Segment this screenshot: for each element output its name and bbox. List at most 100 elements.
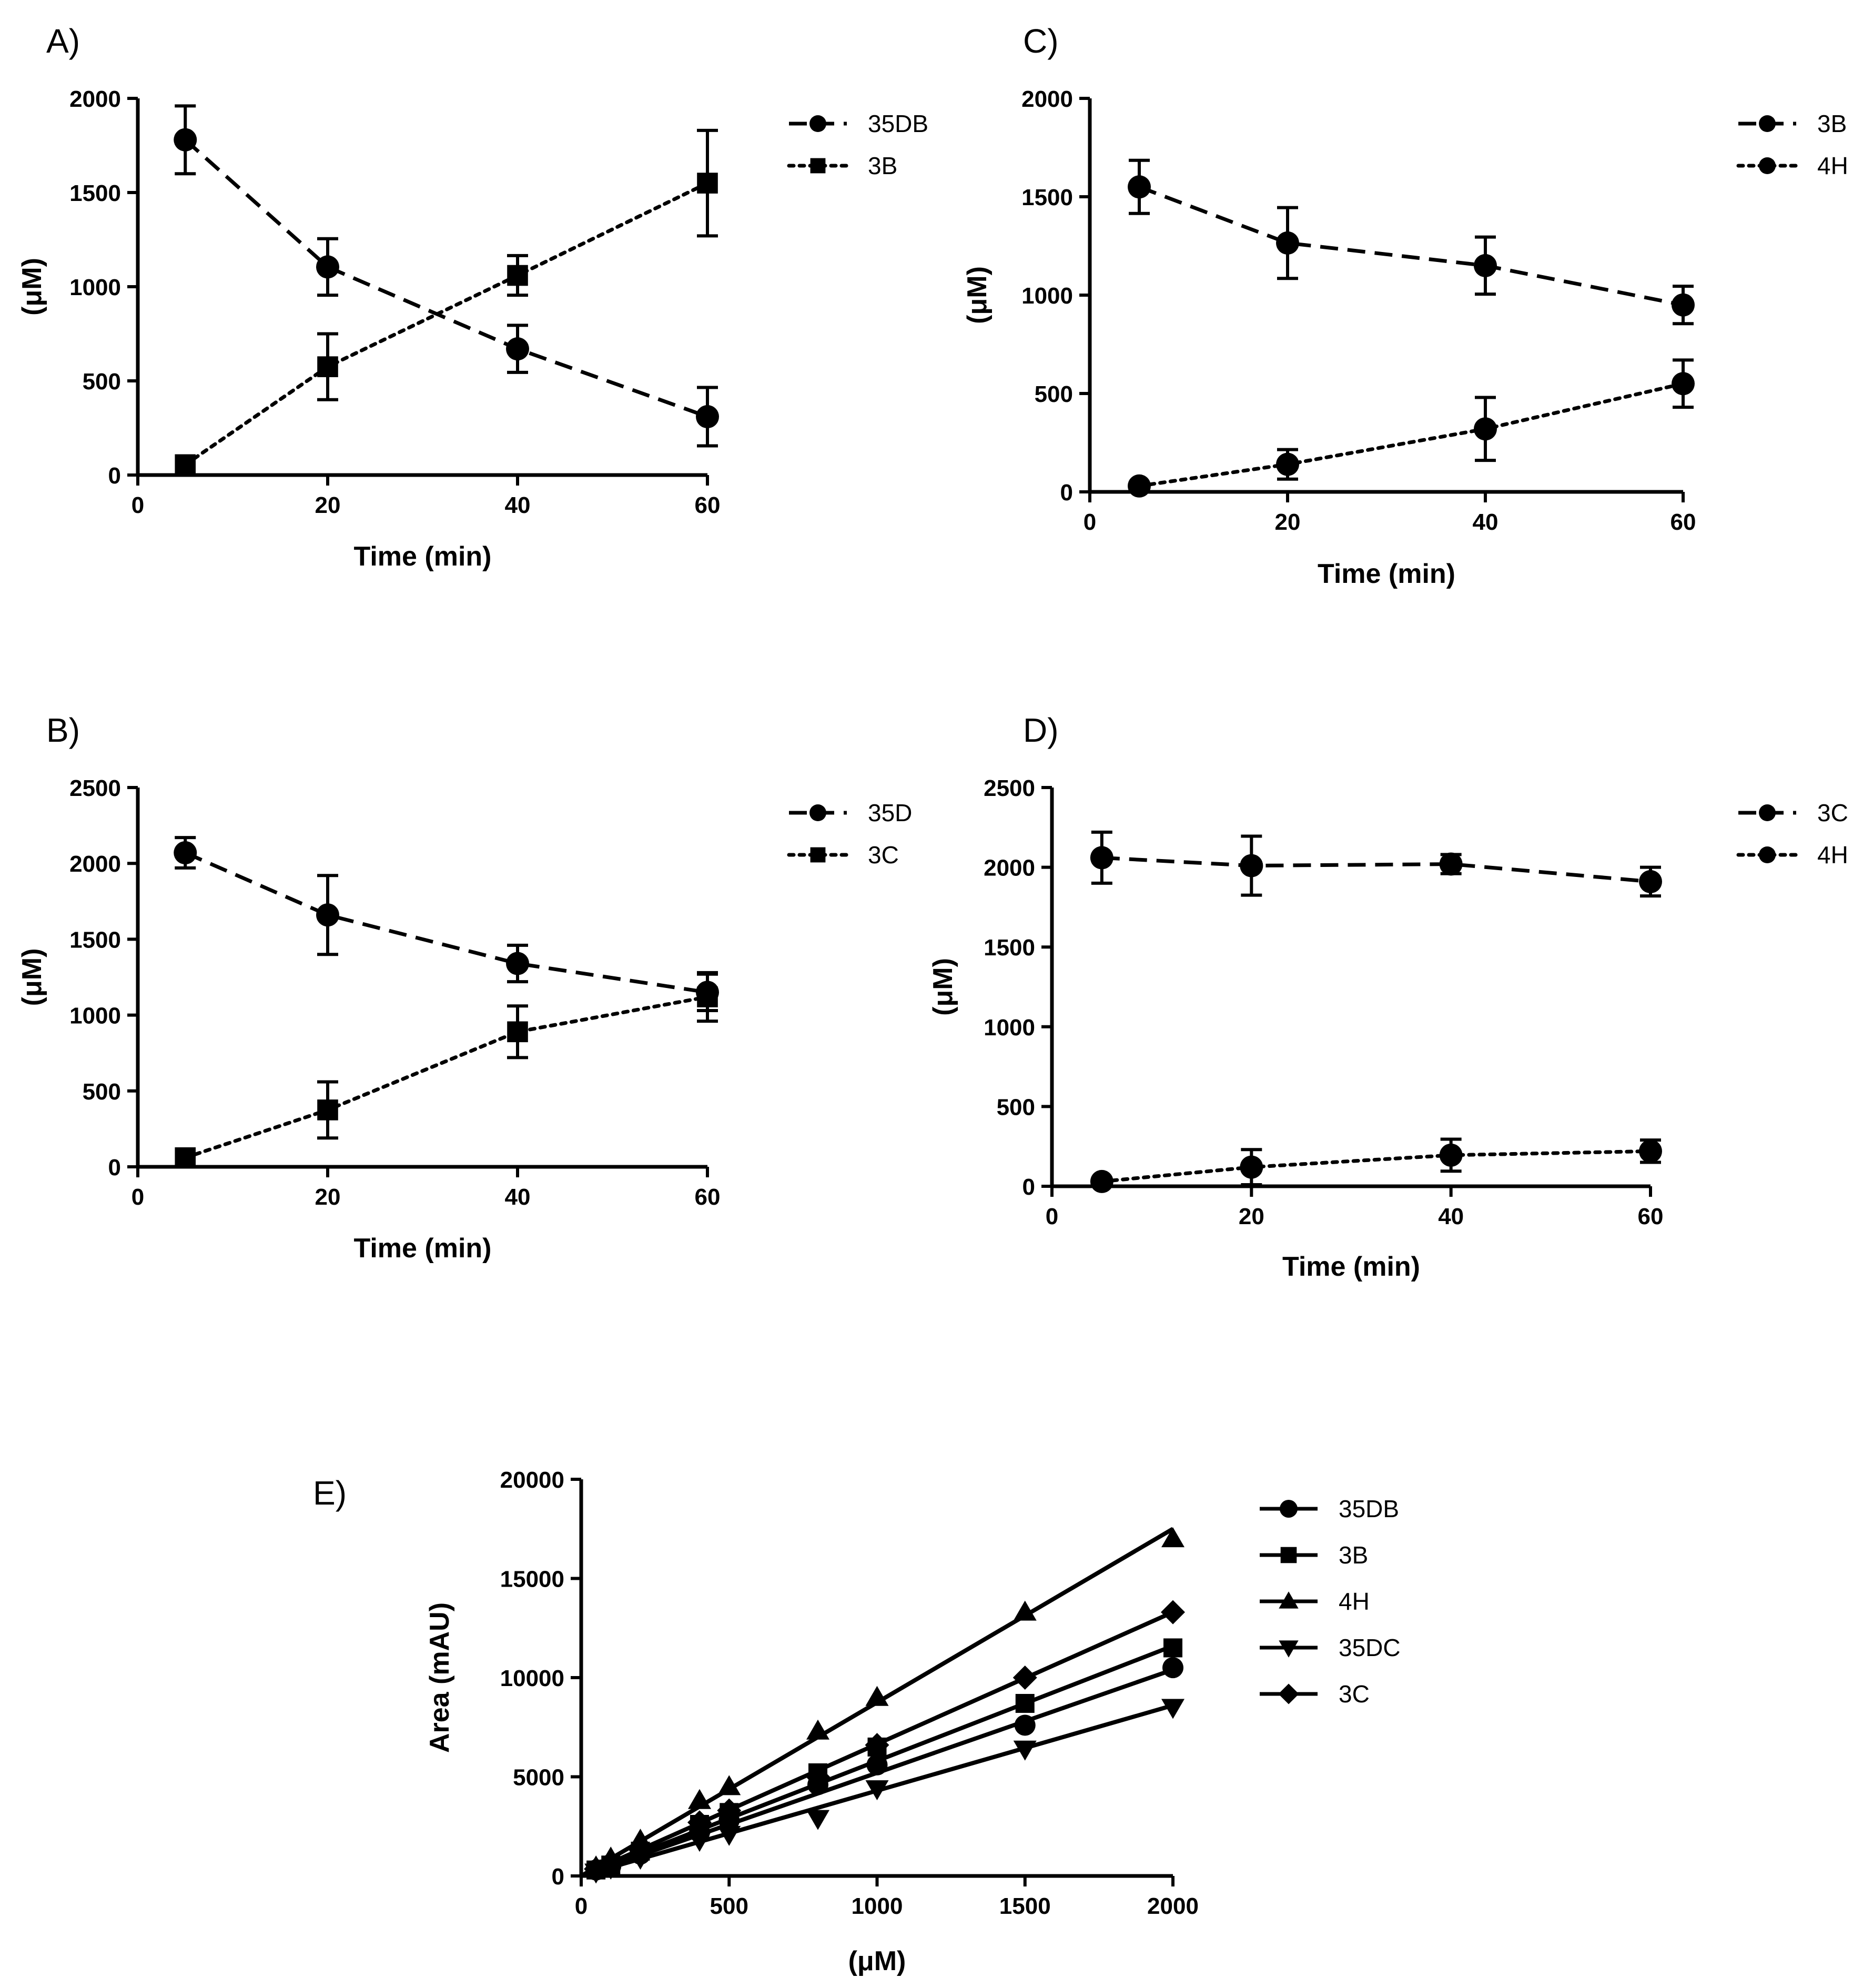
- data-point: [507, 265, 528, 286]
- x-tick-label: 0: [1046, 1204, 1058, 1229]
- x-tick-label: 1000: [852, 1893, 903, 1919]
- data-point: [1672, 372, 1695, 396]
- legend-label: 3B: [868, 152, 897, 179]
- legend-label: 35DC: [1339, 1634, 1401, 1661]
- x-tick-label: 40: [505, 492, 531, 518]
- series-line: [184, 138, 708, 419]
- x-axis-title: Time (min): [1282, 1252, 1420, 1282]
- data-point: [628, 1836, 653, 1861]
- data-point: [174, 841, 197, 865]
- legend-label: 35DB: [868, 110, 928, 137]
- legend-marker: [1759, 115, 1776, 132]
- series-4h: 4H: [1090, 841, 1848, 1193]
- legend-label: 35DB: [1339, 1495, 1399, 1522]
- data-point: [1013, 1600, 1037, 1621]
- panel-label: A): [46, 22, 80, 60]
- y-tick-label: 500: [83, 1079, 121, 1105]
- x-tick-label: 20: [315, 492, 341, 518]
- legend-marker: [1279, 1640, 1299, 1658]
- data-point: [865, 1780, 889, 1801]
- data-point: [317, 1099, 338, 1121]
- y-tick-label: 0: [108, 463, 121, 489]
- data-point: [1128, 175, 1151, 199]
- data-point: [697, 173, 718, 194]
- data-point: [688, 1832, 711, 1852]
- series-3c: 3C: [175, 841, 899, 1168]
- legend-marker: [810, 847, 826, 863]
- legend-label: 3C: [1817, 799, 1848, 826]
- data-point: [1672, 293, 1695, 317]
- x-axis-title: (μM): [848, 1946, 906, 1976]
- y-axis-title: (μM): [17, 948, 47, 1006]
- series-line: [1137, 381, 1685, 488]
- y-tick-label: 2000: [984, 855, 1035, 881]
- y-tick-label: 0: [108, 1155, 121, 1180]
- data-point: [507, 1021, 528, 1043]
- data-point: [1639, 870, 1662, 893]
- data-point: [1090, 846, 1113, 870]
- x-axis-title: Time (min): [354, 1233, 492, 1264]
- panel-label: C): [1023, 22, 1059, 60]
- chart-panel-b: B) 0 20 40 60 0 500 1000 1500 2000 2500 Time (min) (…: [17, 711, 912, 1264]
- data-point: [697, 986, 718, 1007]
- data-point: [1013, 1740, 1037, 1761]
- y-tick-label: 5000: [513, 1765, 564, 1791]
- legend-label: 4H: [1817, 841, 1848, 869]
- data-point: [174, 128, 197, 152]
- data-point: [865, 1686, 889, 1706]
- y-tick-label: 1000: [69, 275, 121, 300]
- data-point: [1439, 1143, 1463, 1167]
- x-tick-label: 0: [575, 1893, 588, 1919]
- series-3b: 3B: [1128, 110, 1847, 326]
- chart-panel-a: A) 0 20 40 60 0 500 1000 1500 2000 Time (min) (μM) 3…: [17, 22, 928, 572]
- data-point: [1090, 1169, 1113, 1193]
- chart-panel-c: C) 0 20 40 60 0 500 1000 1500 2000 Time (min) (μM) 3…: [962, 22, 1848, 589]
- y-tick-label: 2000: [1021, 86, 1073, 112]
- series-3b: 3B: [175, 128, 897, 476]
- data-point: [317, 356, 338, 377]
- data-point: [1128, 474, 1151, 498]
- data-point: [1639, 1139, 1662, 1163]
- y-tick-label: 1500: [984, 935, 1035, 961]
- legend-marker: [1759, 846, 1776, 863]
- y-tick-label: 15000: [500, 1567, 564, 1592]
- series-4h: 4H: [580, 1527, 1370, 1878]
- legend-label: 3B: [1339, 1541, 1368, 1569]
- fit-line: [580, 1643, 1174, 1878]
- data-point: [175, 1147, 196, 1168]
- series-line: [1100, 1149, 1653, 1184]
- data-point: [717, 1825, 741, 1846]
- legend-label: 3C: [1339, 1680, 1370, 1708]
- panel-label: D): [1023, 711, 1059, 749]
- chart-panel-e: E)0 500 1000 1500 200005000100001500020000(μ…: [313, 1467, 1401, 1976]
- data-point: [806, 1810, 829, 1830]
- y-tick-label: 10000: [500, 1666, 564, 1691]
- x-tick-label: 20: [315, 1184, 341, 1210]
- series-line: [183, 995, 710, 1160]
- data-point: [316, 903, 339, 927]
- x-tick-label: 0: [131, 1184, 144, 1210]
- x-tick-label: 60: [695, 1184, 721, 1210]
- data-point: [1012, 1666, 1037, 1690]
- legend-marker: [809, 804, 826, 821]
- y-tick-label: 2000: [69, 851, 121, 877]
- y-tick-label: 1500: [69, 180, 121, 206]
- data-point: [1276, 231, 1299, 255]
- y-axis-title: (μM): [962, 266, 993, 324]
- y-tick-label: 1000: [984, 1015, 1035, 1041]
- x-tick-label: 40: [505, 1184, 531, 1210]
- data-point: [1162, 1657, 1183, 1679]
- data-point: [1163, 1638, 1182, 1658]
- y-tick-label: 2500: [984, 775, 1035, 801]
- x-tick-label: 1500: [999, 1893, 1051, 1919]
- legend-marker: [810, 158, 826, 174]
- y-axis-title: (μM): [928, 958, 958, 1016]
- series-3c: 3C: [1090, 799, 1848, 898]
- data-point: [688, 1789, 711, 1809]
- y-tick-label: 500: [83, 369, 121, 395]
- legend-marker: [1759, 804, 1776, 821]
- data-point: [1161, 1699, 1184, 1719]
- y-tick-label: 1000: [1021, 283, 1073, 309]
- series-line: [183, 181, 710, 467]
- data-point: [1014, 1714, 1036, 1736]
